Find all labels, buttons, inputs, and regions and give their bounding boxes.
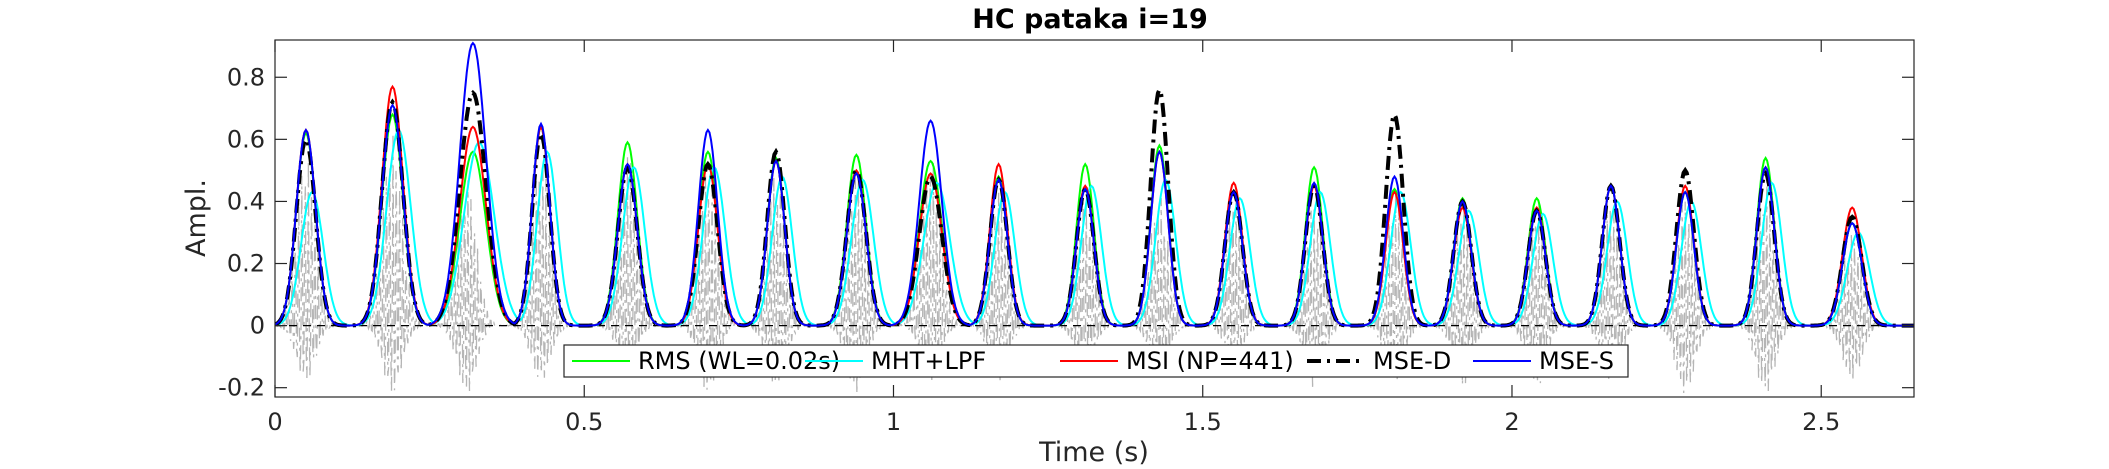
x-tick-label: 0.5	[565, 408, 603, 436]
y-tick-label: 0.6	[227, 125, 265, 153]
y-tick-label: 0.2	[227, 250, 265, 278]
legend-label-mse_s: MSE-S	[1539, 347, 1614, 375]
y-tick-label: -0.2	[218, 374, 265, 402]
x-tick-label: 0	[267, 408, 282, 436]
y-tick-label: 0.4	[227, 187, 265, 215]
series-line-mse_s	[275, 41, 1914, 327]
x-tick-label: 2.5	[1802, 408, 1840, 436]
legend: RMS (WL=0.02s) MHT+LPF MSI (NP=441) MSE-D MS…	[563, 344, 1629, 378]
series-line-mht_lpf	[275, 128, 1914, 327]
chart-title: HC pataka i=19	[972, 4, 1208, 35]
legend-label-msi: MSI (NP=441)	[1126, 347, 1294, 375]
x-tick-label: 2	[1504, 408, 1519, 436]
legend-label-mht_lpf: MHT+LPF	[871, 347, 986, 375]
x-axis-label: Time (s)	[1038, 437, 1149, 468]
plot-area-border	[274, 39, 1915, 398]
y-tick-label: 0.8	[227, 63, 265, 91]
x-tick-label: 1	[886, 408, 901, 436]
legend-label-mse_d: MSE-D	[1373, 347, 1451, 375]
y-axis-label: Ampl.	[181, 179, 212, 257]
x-tick-label: 1.5	[1184, 408, 1222, 436]
y-tick-label: 0	[250, 312, 265, 340]
